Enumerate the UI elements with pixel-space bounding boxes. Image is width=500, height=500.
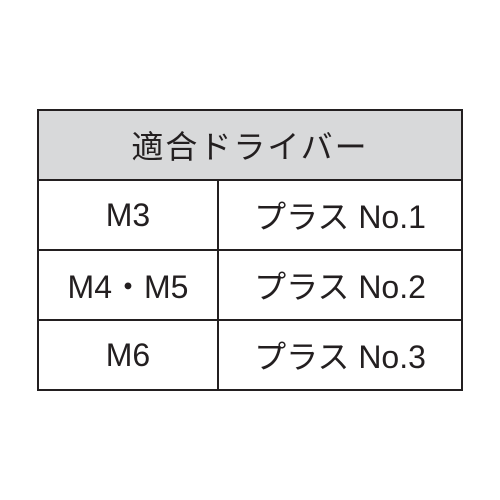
cell-driver: プラス No.1 (218, 180, 462, 250)
table-container: 適合ドライバー M3 プラス No.1 M4・M5 プラス No.2 M6 プラ… (0, 0, 500, 500)
cell-driver: プラス No.2 (218, 250, 462, 320)
compatible-driver-table: 適合ドライバー M3 プラス No.1 M4・M5 プラス No.2 M6 プラ… (37, 109, 463, 391)
cell-size: M6 (38, 320, 218, 390)
cell-size: M4・M5 (38, 250, 218, 320)
cell-size: M3 (38, 180, 218, 250)
table-row: M6 プラス No.3 (38, 320, 462, 390)
table-row: M4・M5 プラス No.2 (38, 250, 462, 320)
table-row: M3 プラス No.1 (38, 180, 462, 250)
table-header-row: 適合ドライバー (38, 110, 462, 180)
table-header-cell: 適合ドライバー (38, 110, 462, 180)
cell-driver: プラス No.3 (218, 320, 462, 390)
